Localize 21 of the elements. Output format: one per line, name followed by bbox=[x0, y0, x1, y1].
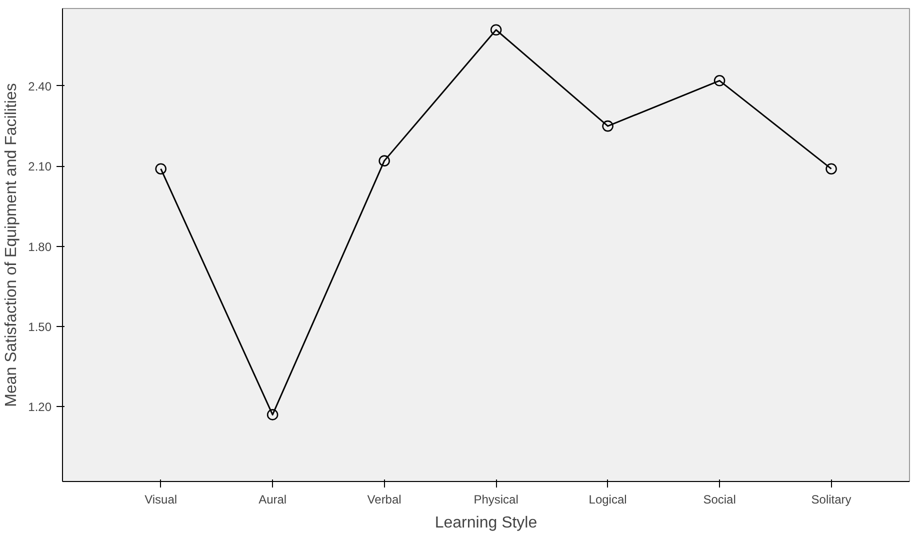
x-tick-label: Physical bbox=[474, 492, 518, 506]
point bbox=[826, 163, 837, 174]
x-axis-title: Learning Style bbox=[434, 514, 538, 532]
x-tick-label: Visual bbox=[144, 492, 178, 506]
x-tick-label: Social bbox=[703, 492, 736, 506]
point bbox=[266, 409, 278, 420]
y-tick-label: 1.50 bbox=[28, 320, 52, 334]
point bbox=[378, 155, 390, 166]
y-tick-label: 2.10 bbox=[28, 160, 52, 174]
point bbox=[155, 163, 166, 174]
x-tick-label: Aural bbox=[258, 492, 287, 506]
y-tick-label: 1.80 bbox=[28, 240, 52, 254]
x-tick-label: Verbal bbox=[367, 492, 402, 506]
point bbox=[602, 120, 614, 132]
y-tick-label: 2.40 bbox=[28, 79, 52, 94]
y-axis-title: Mean Satisfaction of Equipment and Facilities bbox=[3, 83, 20, 407]
y-tick-label: 1.20 bbox=[28, 400, 52, 414]
point bbox=[490, 24, 502, 36]
x-tick-label: Logical bbox=[588, 492, 627, 506]
point bbox=[714, 75, 726, 86]
x-tick-label: Solitary bbox=[811, 492, 852, 506]
